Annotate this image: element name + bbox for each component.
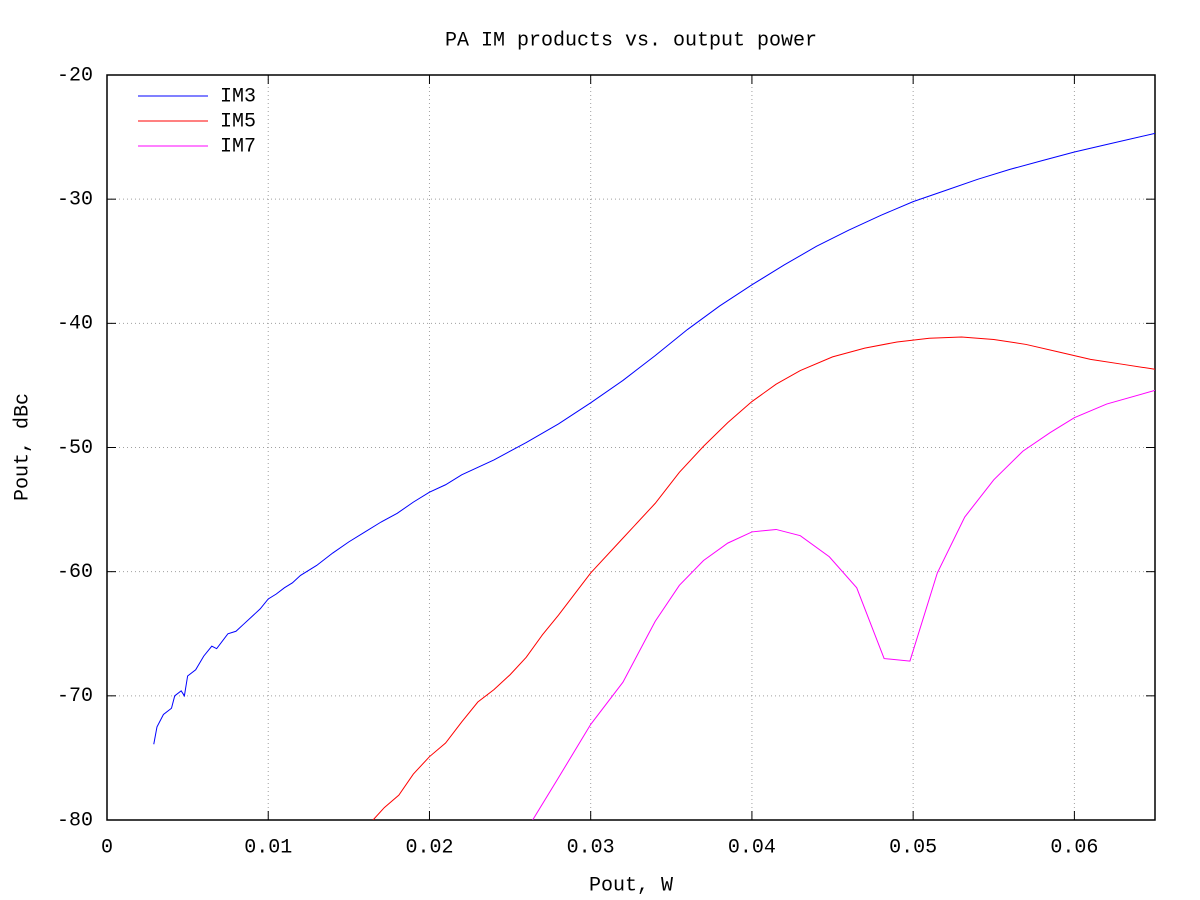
y-tick-label: -70 [57, 685, 93, 708]
chart-title: PA IM products vs. output power [445, 29, 817, 52]
y-tick-label: -40 [57, 313, 93, 336]
x-tick-label: 0.01 [244, 836, 292, 859]
x-tick-label: 0.04 [728, 836, 776, 859]
x-tick-label: 0.03 [567, 836, 615, 859]
legend-label: IM3 [220, 85, 256, 108]
y-tick-label: -60 [57, 561, 93, 584]
plot-frame [106, 74, 1156, 821]
y-axis-label: Pout, dBc [11, 393, 34, 501]
y-tick-label: -80 [57, 809, 93, 832]
series-line [532, 389, 1155, 820]
legend-label: IM5 [220, 110, 256, 133]
y-tick-label: -30 [57, 188, 93, 211]
series-line [372, 336, 1155, 820]
x-tick-label: 0 [101, 836, 113, 859]
x-tick-label: 0.06 [1050, 836, 1098, 859]
x-tick-label: 0.02 [405, 836, 453, 859]
y-tick-label: -20 [57, 64, 93, 87]
series-line [153, 132, 1155, 745]
y-tick-label: -50 [57, 437, 93, 460]
x-tick-label: 0.05 [889, 836, 937, 859]
x-axis-label: Pout, W [589, 874, 673, 897]
plot-area [153, 132, 1155, 820]
legend-label: IM7 [220, 135, 256, 158]
